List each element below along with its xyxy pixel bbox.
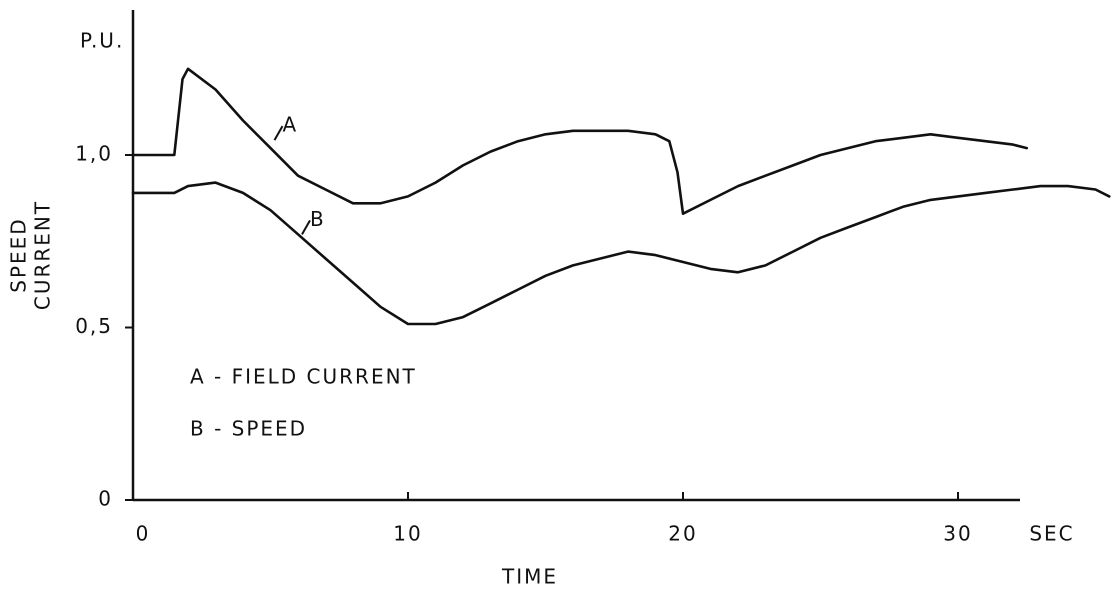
y-unit-label: P.U. [80, 29, 124, 53]
line-series [131, 67, 1029, 215]
x-tick-label: 30 [943, 522, 972, 546]
line-series [131, 181, 1111, 326]
y-tick-label: 0,5 [75, 314, 113, 338]
y-tick-label: 0 [98, 487, 113, 511]
curve-label: B [310, 207, 326, 231]
y-axis-label: CURRENT [31, 200, 55, 310]
y-tick-label: 1,0 [75, 142, 113, 166]
x-unit-label: SEC [1029, 522, 1074, 546]
legend-entry: B - SPEED [190, 417, 307, 441]
legend-entry: A - FIELD CURRENT [190, 365, 417, 389]
label-leader [301, 219, 311, 235]
curve-label: A [283, 113, 299, 137]
x-tick-label: 20 [668, 522, 697, 546]
x-tick-label: 10 [393, 522, 422, 546]
label-leader [273, 125, 284, 141]
y-axis-label: SPEED [7, 217, 31, 292]
x-axis-label: TIME [501, 565, 558, 589]
x-tick-label: 0 [136, 522, 151, 546]
